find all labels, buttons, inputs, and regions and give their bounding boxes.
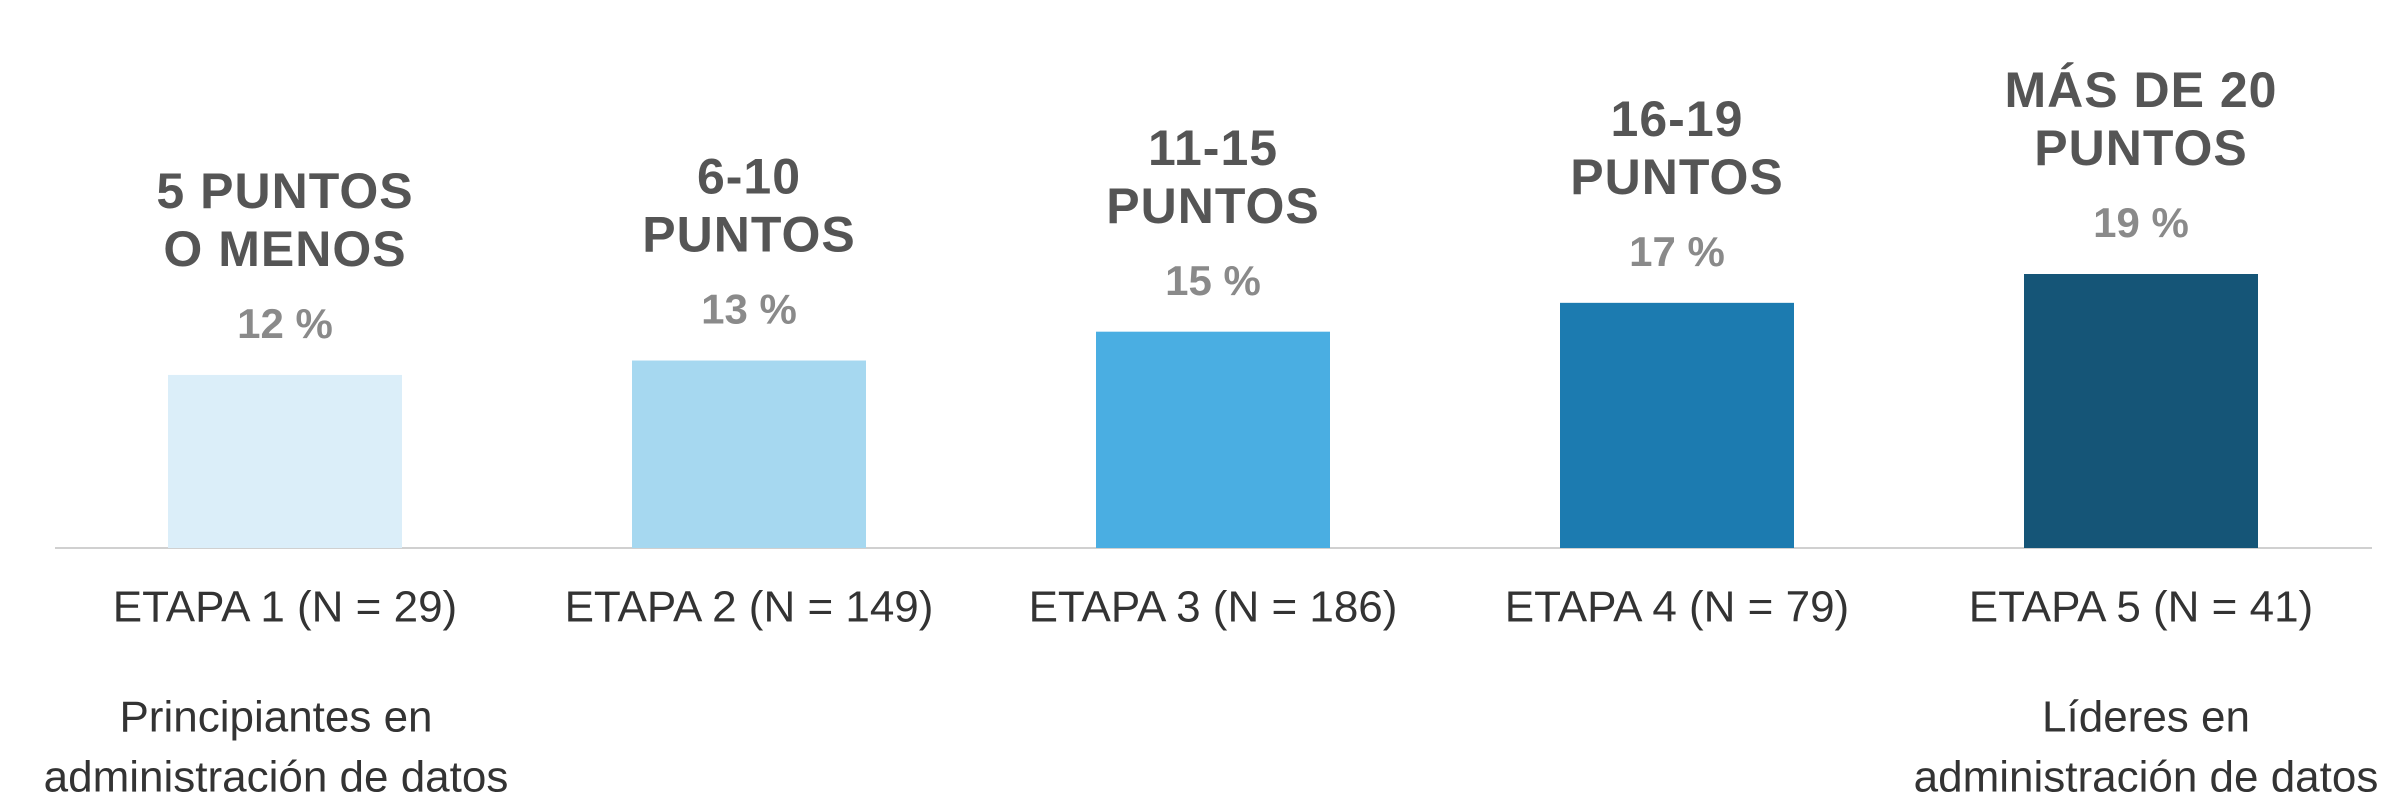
stage-header: PUNTOS (1570, 149, 1783, 205)
bar (168, 374, 402, 548)
stage-header: O MENOS (163, 221, 406, 277)
stage-note: Principiantes en (119, 693, 432, 742)
stage-header: 5 PUNTOS (156, 163, 413, 219)
stage-note: Líderes en (2042, 693, 2250, 742)
value-label: 12 % (237, 300, 333, 347)
stage-note: administración de datos (1914, 753, 2379, 802)
value-label: 15 % (1165, 257, 1261, 304)
bar (1096, 331, 1330, 548)
x-tick-label: ETAPA 1 (N = 29) (113, 583, 457, 632)
stage-header: 16-19 (1611, 91, 1744, 147)
stage-header: MÁS DE 20 (2005, 62, 2278, 118)
stage-header: PUNTOS (1106, 178, 1319, 234)
stage-header: PUNTOS (642, 207, 855, 263)
x-tick-label: ETAPA 5 (N = 41) (1969, 583, 2313, 632)
bar (1560, 302, 1794, 548)
bar (2024, 274, 2258, 548)
x-tick-label: ETAPA 4 (N = 79) (1505, 583, 1849, 632)
x-tick-label: ETAPA 3 (N = 186) (1029, 583, 1398, 632)
stage-note: administración de datos (44, 753, 509, 802)
stage-header: PUNTOS (2034, 120, 2247, 176)
stage-header: 11-15 (1148, 120, 1278, 176)
value-label: 19 % (2093, 199, 2189, 246)
x-tick-label: ETAPA 2 (N = 149) (565, 583, 934, 632)
bar (632, 360, 866, 548)
value-label: 17 % (1629, 228, 1725, 275)
stage-header: 6-10 (697, 149, 801, 205)
value-label: 13 % (701, 286, 797, 333)
